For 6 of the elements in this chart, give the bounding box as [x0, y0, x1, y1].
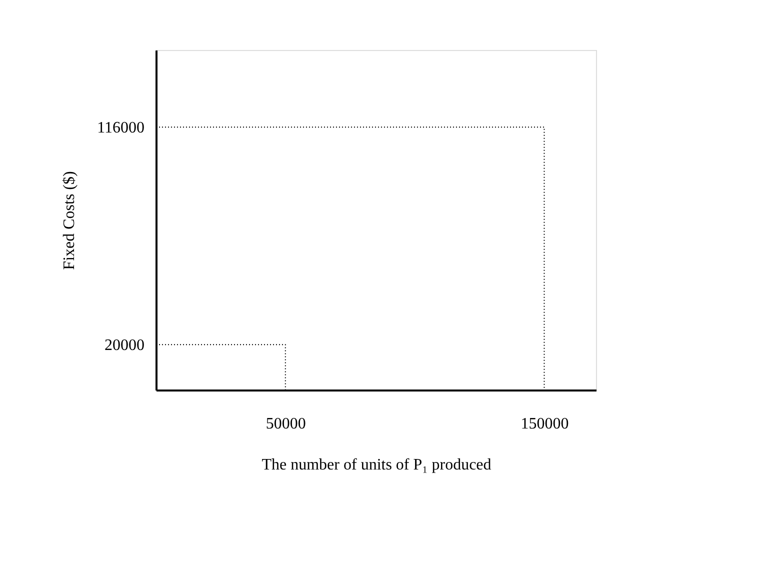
y-axis-title: Fixed Costs ($): [61, 171, 78, 270]
y-tick-label: 20000: [104, 337, 144, 354]
y-tick-label: 116000: [97, 120, 144, 137]
x-axis-title: The number of units of P₁ produced: [262, 456, 492, 474]
x-tick-label: 150000: [520, 416, 569, 432]
x-tick-label: 50000: [266, 416, 306, 432]
